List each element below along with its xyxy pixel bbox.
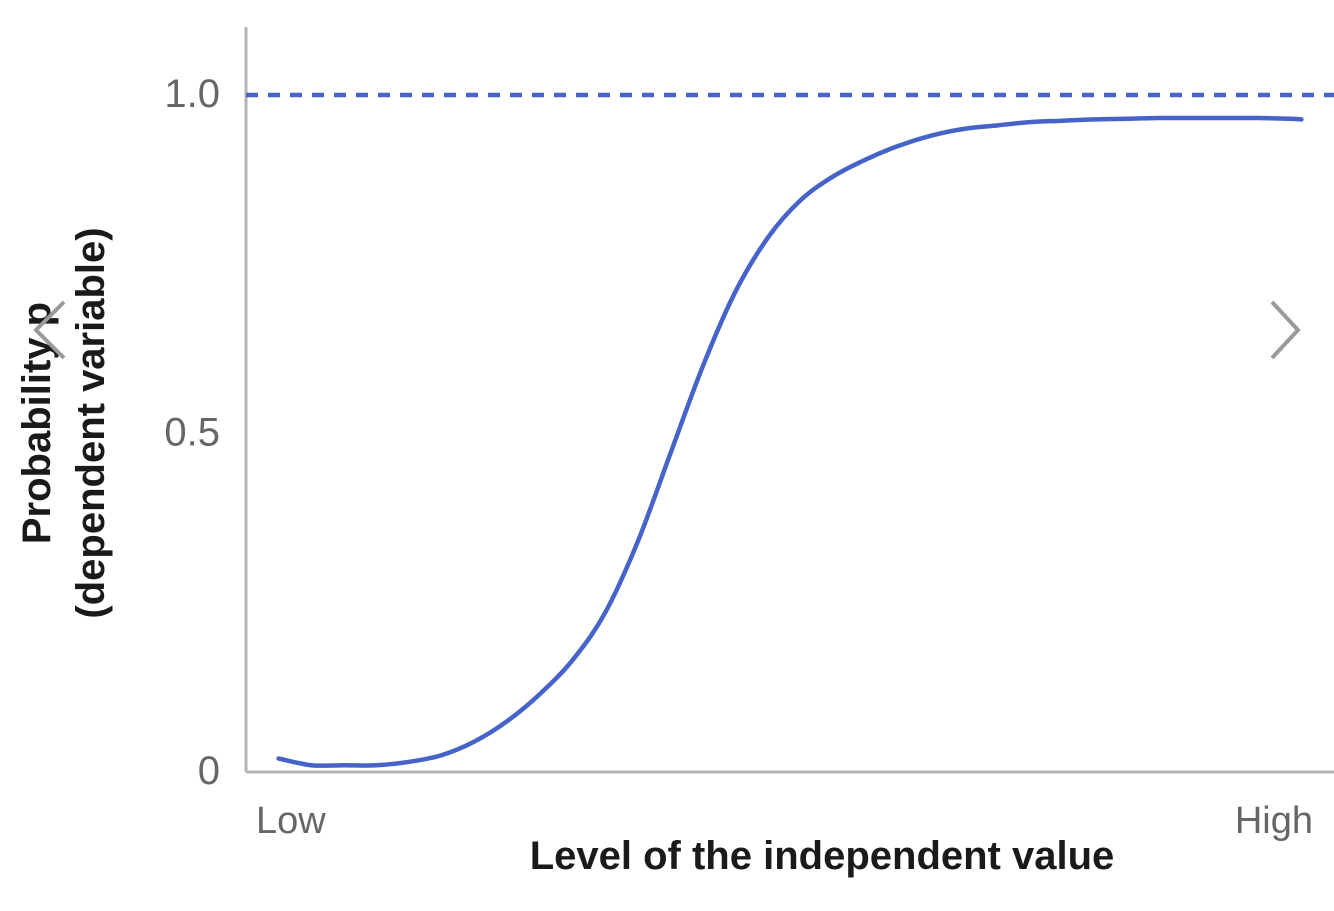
y-tick-label: 1.0	[164, 72, 220, 116]
y-tick-label: 0.5	[164, 411, 220, 455]
x-axis-title: Level of the independent value	[530, 834, 1115, 878]
prev-button[interactable]	[33, 300, 66, 360]
x-label-low: Low	[256, 800, 326, 842]
y-tick-labels: 0 0.5 1.0	[164, 72, 220, 793]
chevron-right-icon[interactable]	[1270, 300, 1301, 360]
y-tick-label: 0	[198, 749, 220, 793]
chevron-left-icon[interactable]	[33, 300, 66, 360]
y-axis-title-line2: (dependent variable)	[69, 227, 113, 618]
series-line	[276, 115, 1304, 768]
y-axis-title-line1: Probability p	[15, 302, 59, 544]
next-button[interactable]	[1270, 300, 1301, 360]
x-label-high: High	[1235, 800, 1313, 842]
